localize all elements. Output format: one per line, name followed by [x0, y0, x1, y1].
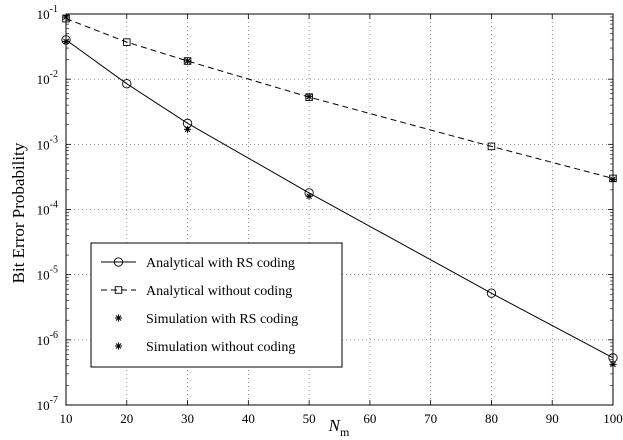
- data-point: [305, 93, 313, 101]
- data-point: [183, 57, 192, 65]
- legend-entry: Simulation without coding: [114, 340, 295, 355]
- y-tick-label: 10-1: [37, 4, 58, 22]
- y-tick-label: 10-7: [37, 395, 58, 413]
- plot-series: [61, 13, 618, 368]
- x-axis-label: Nm: [328, 416, 350, 439]
- series-line: [65, 18, 614, 179]
- x-tick-label: 90: [546, 411, 559, 426]
- y-tick-label: 10-3: [37, 134, 58, 152]
- series-line: [65, 39, 614, 359]
- legend-label: Analytical without coding: [146, 284, 292, 299]
- y-tick-label: 10-5: [37, 265, 58, 283]
- y-axis-label: Bit Error Probability: [9, 142, 28, 283]
- data-point: [305, 192, 313, 200]
- x-tick-label: 60: [363, 411, 376, 426]
- legend-label: Simulation without coding: [146, 340, 295, 355]
- data-point: [122, 79, 132, 89]
- x-tick-label: 30: [181, 411, 194, 426]
- legend-marker: [114, 342, 123, 350]
- x-tick-label: 50: [303, 411, 316, 426]
- data-point: [486, 288, 497, 298]
- axis-ticks: 10 20 30 40 50 60 70 80 90 100 10-7 10-6 10-5 10-4 10-…: [37, 4, 623, 426]
- legend-entry: Analytical without coding: [101, 284, 292, 299]
- data-point: [183, 125, 192, 133]
- legend-box: [90, 242, 343, 368]
- legend-marker: [114, 314, 123, 322]
- legend-label: Analytical with RS coding: [146, 256, 295, 271]
- x-tick-label: 100: [603, 411, 623, 426]
- x-tick-label: 70: [424, 411, 437, 426]
- x-tick-label: 80: [485, 411, 498, 426]
- legend: Analytical with RS coding Analytical with…: [90, 242, 343, 368]
- x-tick-label: 10: [60, 411, 73, 426]
- legend-marker: [113, 257, 124, 267]
- x-tick-label: 20: [120, 411, 133, 426]
- legend-marker: [114, 286, 123, 294]
- y-tick-label: 10-4: [37, 200, 58, 218]
- legend-label: Simulation with RS coding: [146, 312, 298, 327]
- series-1: [62, 14, 617, 183]
- legend-entry: Simulation with RS coding: [114, 312, 298, 327]
- x-tick-label: 40: [242, 411, 255, 426]
- series-3: [62, 13, 617, 183]
- y-tick-label: 10-6: [37, 330, 58, 348]
- data-point: [123, 38, 131, 46]
- y-tick-label: 10-2: [37, 69, 58, 87]
- data-point: [487, 142, 496, 151]
- legend-entry: Analytical with RS coding: [101, 256, 295, 271]
